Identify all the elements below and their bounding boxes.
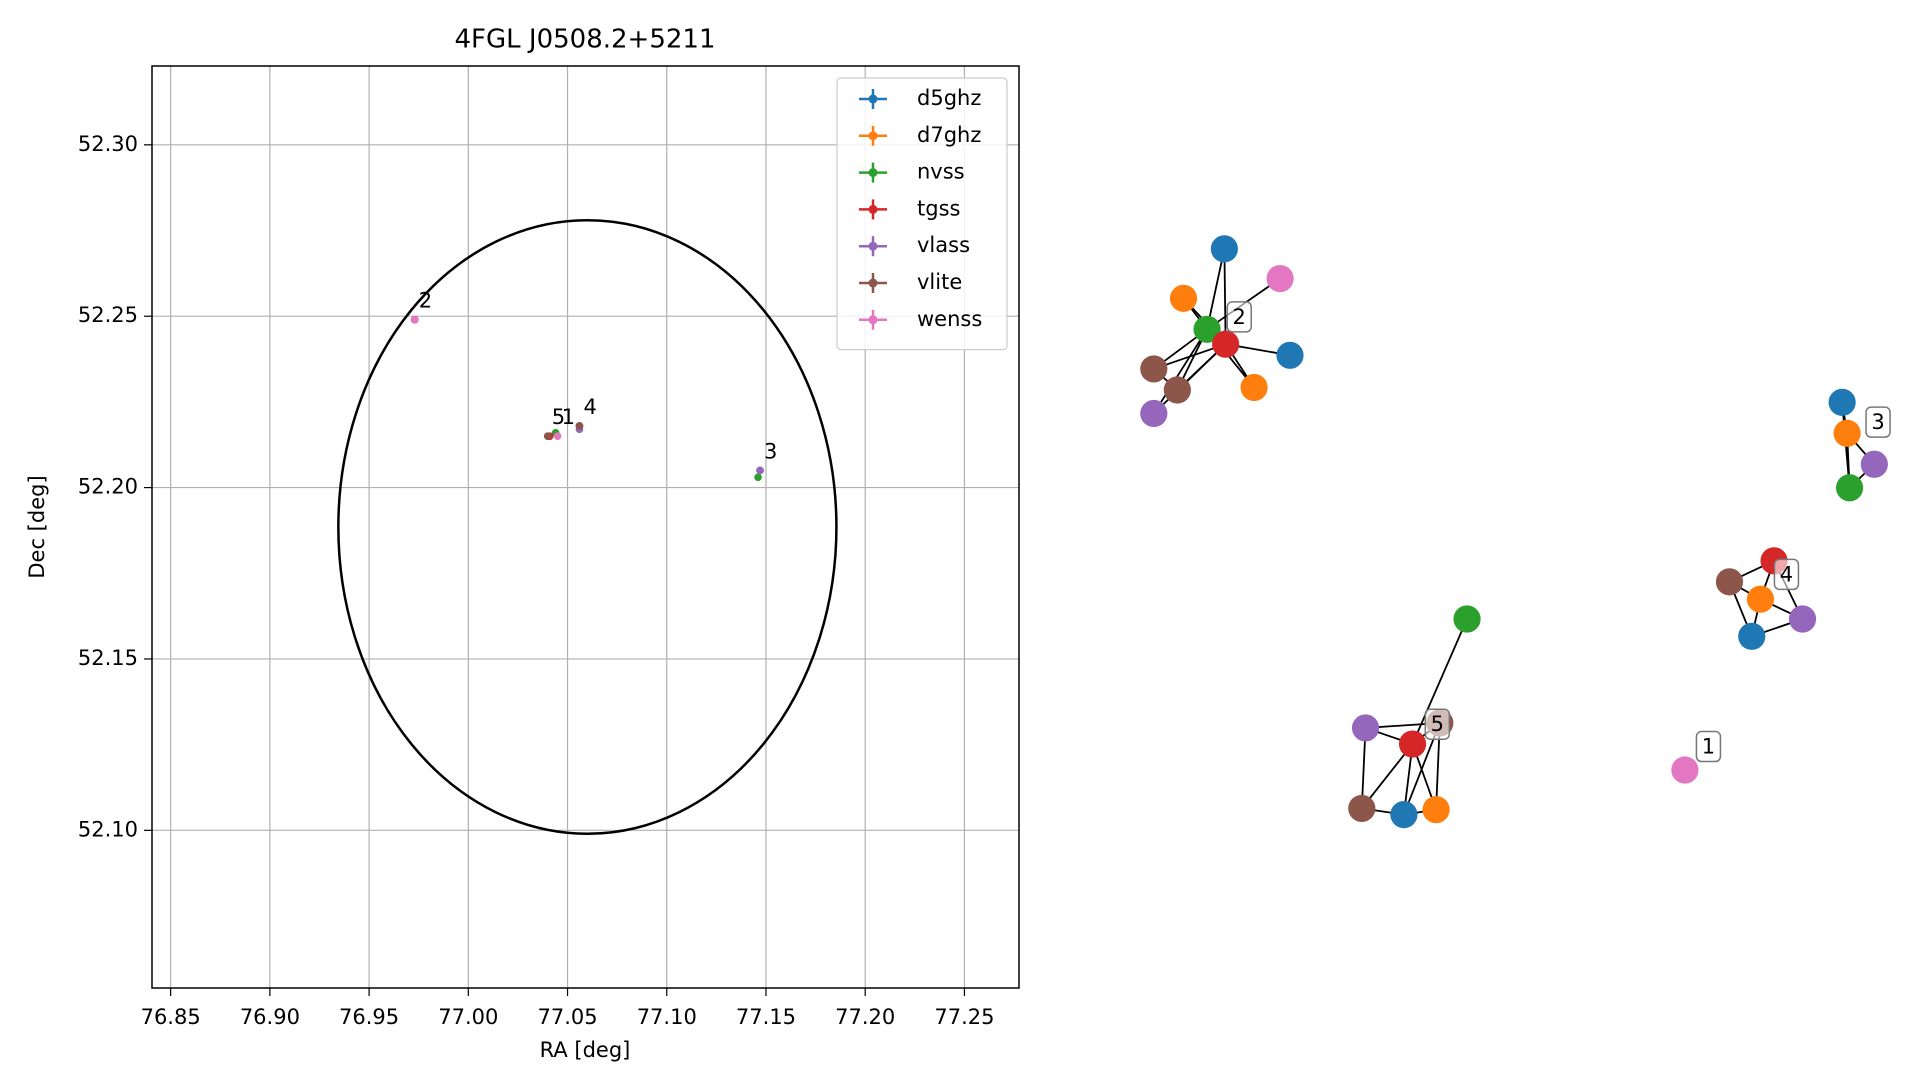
legend-marker [868,315,878,325]
node-label: 4 [1780,562,1793,586]
x-tick-label: 76.85 [141,1005,201,1029]
y-tick-label: 52.10 [78,817,138,841]
node-label: 5 [1431,712,1444,736]
annotation: 2 [419,289,432,313]
legend-marker [868,131,878,141]
chart-title: 4FGL J0508.2+5211 [455,25,716,55]
graph-node [1266,264,1294,293]
data-point [553,432,562,440]
graph-edge [1153,328,1208,414]
legend-marker [868,168,878,178]
graph-node [1240,373,1268,402]
y-tick-label: 52.15 [78,646,138,670]
legend-label: d7ghz [917,123,981,147]
data-point [543,432,552,440]
graph-node [1210,235,1238,263]
y-tick-label: 52.20 [78,475,138,499]
x-tick-label: 77.15 [736,1005,796,1029]
graph-node [1212,330,1240,358]
legend: d5ghz d7ghz nvss tgss vlass vlite wenss [836,77,1008,351]
x-tick-label: 76.95 [339,1005,399,1029]
data-point [575,422,584,430]
legend-marker [868,278,878,288]
node-label: 1 [1702,735,1715,759]
legend-label: tgss [917,196,960,220]
annotation: 5 [552,405,565,429]
graph-edge [1361,743,1414,809]
annotation: 4 [583,395,596,419]
legend-marker [868,241,878,251]
node-label: 3 [1871,410,1884,434]
annotation: 1 [562,405,575,429]
graph-node [1788,605,1817,633]
graph-node [1833,419,1861,447]
graph-node [1163,376,1191,404]
data-point [410,315,419,324]
graph-edge [1153,343,1227,415]
data-point [754,473,762,482]
x-tick-label: 77.20 [835,1005,895,1029]
node-label-box [1865,406,1891,438]
graph-node [1276,341,1304,369]
x-tick-label: 77.05 [537,1005,597,1029]
graph-node [1398,730,1427,758]
y-tick-label: 52.25 [78,303,138,327]
graph-node [1140,399,1168,428]
x-tick-label: 77.25 [934,1005,994,1029]
graph-node [1746,585,1775,613]
graph-edge [1223,248,1227,345]
graph-node [1390,801,1418,829]
graph-node [1140,355,1168,383]
node-label-box [1424,708,1451,740]
graph-node [1715,568,1744,596]
legend-label: vlass [917,233,970,257]
graph-node [1738,622,1766,650]
annotation: 3 [764,439,777,463]
graph-node [1453,605,1481,633]
error-ellipse [337,218,838,836]
graph-node [1348,794,1376,823]
graph-node [1828,388,1856,416]
x-tick-label: 77.10 [637,1005,697,1029]
legend-box [836,77,1008,351]
graph-node [1671,756,1699,784]
legend-label: nvss [917,160,965,184]
y-axis-label: Dec [deg] [25,475,49,578]
legend-label: d5ghz [917,86,981,110]
graph-node [1835,474,1864,502]
legend-marker [868,204,878,214]
graph-node [1169,284,1198,312]
legend-marker [868,94,878,104]
graph-edge [1411,618,1468,745]
data-point [756,466,764,475]
graph-node [1193,315,1221,343]
x-tick-label: 77.00 [438,1005,498,1029]
node-label-box [1695,730,1722,763]
graph-node [1351,714,1380,742]
x-axis-label: RA [deg] [540,1038,631,1062]
x-tick-label: 76.90 [240,1005,300,1029]
node-label: 2 [1233,305,1246,329]
graph-edge [1206,248,1226,330]
legend-label: vlite [917,270,962,294]
y-tick-label: 52.30 [78,132,138,156]
node-label-box [1773,558,1800,591]
axes-frame [151,65,1020,989]
node-label-box [1226,301,1252,333]
legend-label: wenss [917,307,982,331]
graph-node [1422,796,1450,824]
graph-node [1860,450,1888,478]
